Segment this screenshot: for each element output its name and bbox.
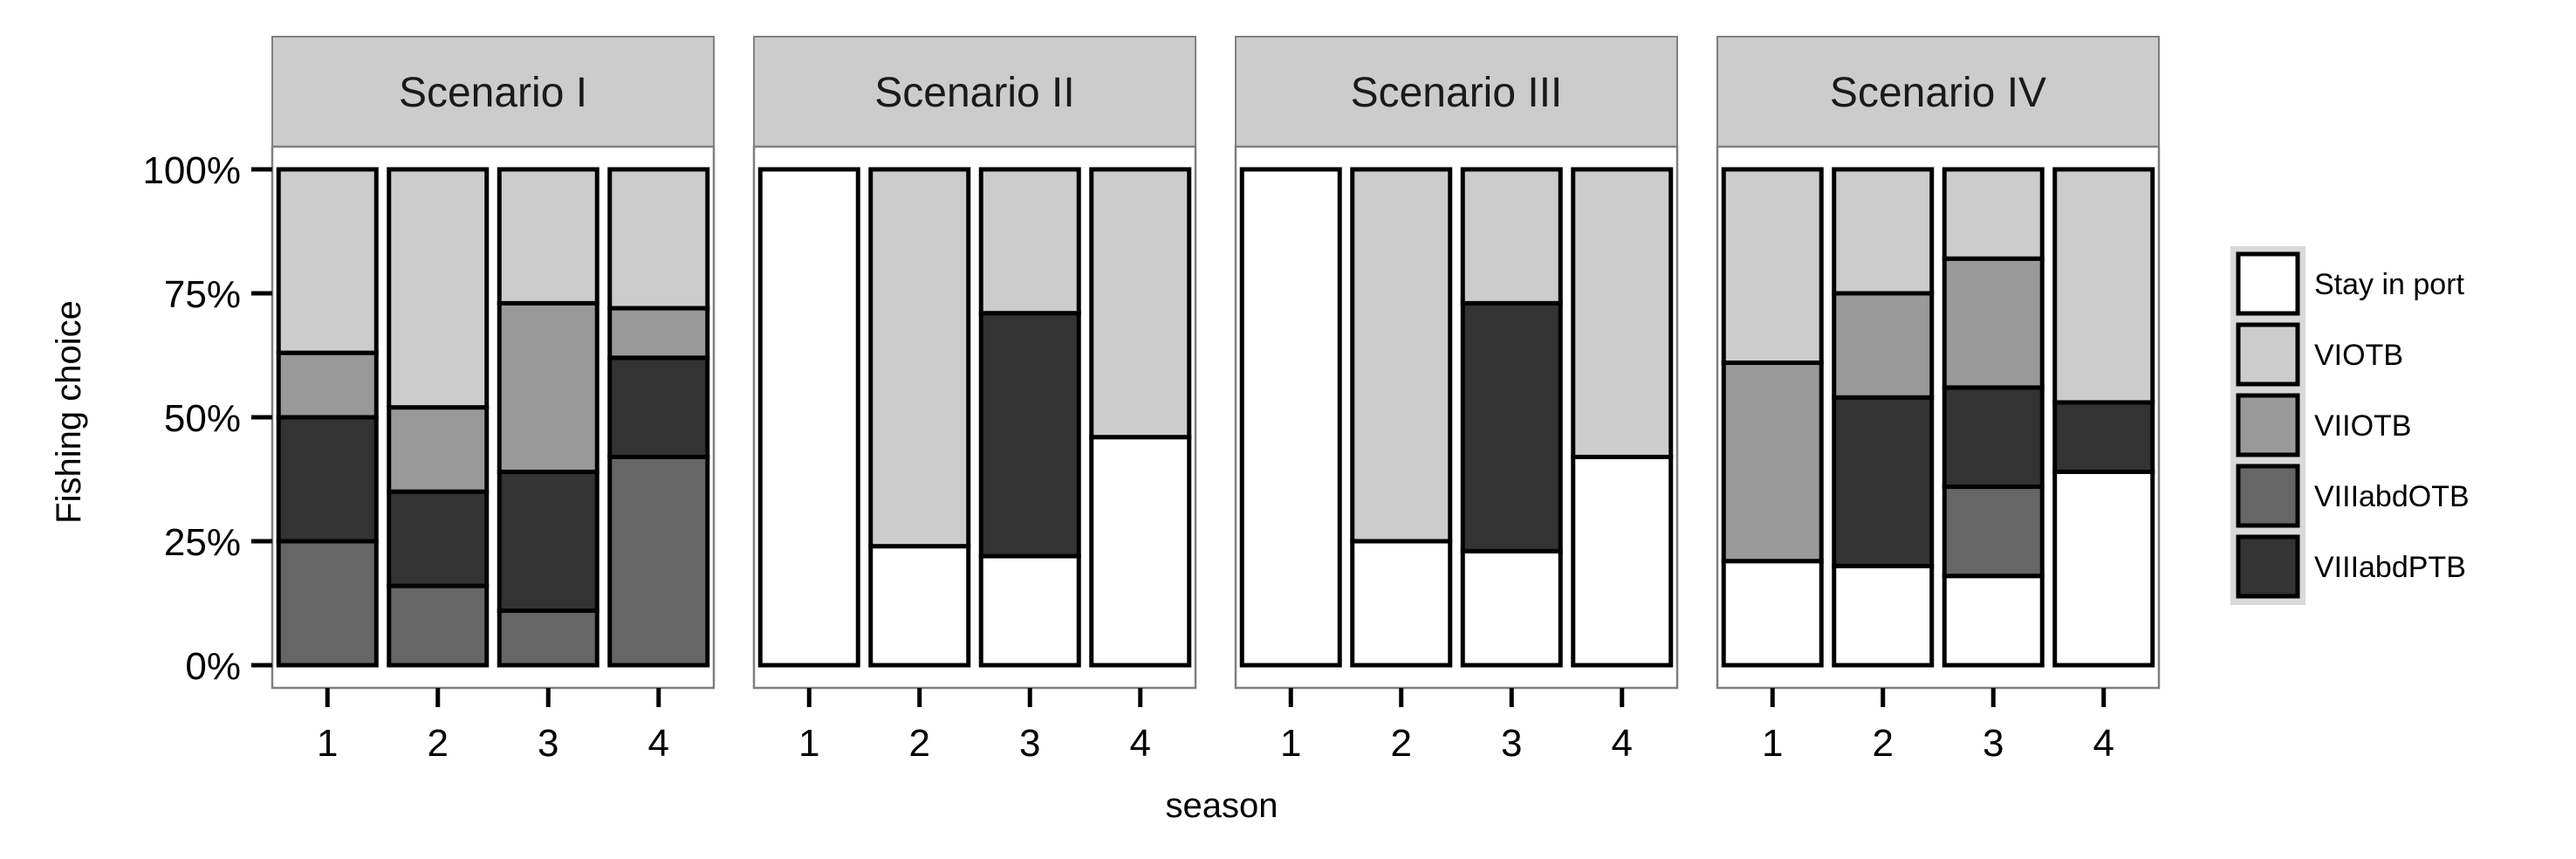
x-tick-label: 3: [1019, 722, 1040, 765]
bar-segment-viiotb: [1721, 361, 1824, 564]
legend-label: VIOTB: [2314, 339, 2403, 372]
bar-segment-stay-in-port: [1089, 435, 1192, 668]
bar-segment-viotb: [607, 167, 710, 311]
facet-strip: [271, 36, 715, 148]
x-tick-label: 4: [1130, 722, 1151, 765]
bar-segment-viiotb: [276, 350, 379, 420]
bar-segment-viotb: [387, 167, 490, 410]
facet-panels: Scenario I Scenario II Scenario III Scenari…: [271, 36, 2161, 690]
legend: Stay in port VIOTB VIIOTB VIIIabdOTB VIIIabd…: [2230, 246, 2470, 605]
legend-swatch-viiiabdptb: [2236, 534, 2300, 599]
bar-segment-viiiabdptb: [276, 415, 379, 544]
bar-segment-viiiabdotb: [1942, 484, 2045, 579]
bar-segment-viotb: [1942, 167, 2045, 261]
bar-segment-viiiabdotb: [276, 539, 379, 668]
bar-segment-viiotb: [1942, 256, 2045, 390]
x-tick-label: 4: [2093, 722, 2114, 765]
bar-segment-viotb: [1350, 167, 1453, 544]
bar-segment-viotb: [868, 167, 971, 549]
x-axis: 1 2 3 4 1 2 3 4 1 2 3 4 1 2 3 4: [317, 688, 2114, 765]
facet-title: Scenario III: [1351, 70, 1563, 116]
facet-title: Scenario I: [399, 70, 587, 116]
bar-segment-viotb: [2052, 167, 2155, 405]
legend-label: VIIIabdOTB: [2314, 480, 2470, 513]
bar-segment-viotb: [497, 167, 599, 306]
panel-scenario-iii: Scenario III: [1234, 36, 1679, 690]
bar-segment-viotb: [1571, 167, 1674, 459]
x-tick-label: 3: [538, 722, 558, 765]
x-tick-label: 3: [1501, 722, 1522, 765]
bar-segment-stay-in-port: [868, 544, 971, 668]
bar-segment-viiiabdptb: [497, 469, 599, 614]
bar-segment-stay-in-port: [757, 167, 860, 668]
legend-label: Stay in port: [2314, 268, 2465, 301]
bar-segment-viiiabdptb: [387, 489, 490, 588]
bar-segment-viiotb: [607, 306, 710, 361]
bar-segment-viotb: [1721, 167, 1824, 366]
bar-segment-stay-in-port: [2052, 469, 2155, 668]
bar-segment-viotb: [1460, 167, 1563, 306]
panel-scenario-iv: Scenario IV: [1716, 36, 2161, 690]
x-tick-label: 4: [648, 722, 669, 765]
x-tick-label: 1: [798, 722, 819, 765]
x-tick-label: 4: [1612, 722, 1633, 765]
facet-strip: [1716, 36, 2160, 148]
y-axis-title: Fishing choice: [50, 300, 88, 524]
bar-segment-viiiabdptb: [2052, 400, 2155, 474]
facet-title: Scenario II: [874, 70, 1074, 116]
legend-swatch-viiiabdotb: [2236, 464, 2300, 528]
y-tick-label: 50%: [164, 397, 241, 440]
x-tick-label: 1: [317, 722, 338, 765]
legend-label: VIIIabdPTB: [2314, 551, 2466, 584]
bar-segment-viiiabdptb: [1832, 395, 1935, 568]
bar-segment-stay-in-port: [1942, 574, 2045, 668]
legend-label: VIIOTB: [2314, 409, 2411, 443]
legend-swatch-viotb: [2236, 322, 2300, 387]
facet-strip: [1235, 36, 1678, 148]
legend-swatch-viiotb: [2236, 393, 2300, 457]
bar-segment-viiiabdotb: [387, 583, 490, 668]
bar-segment-viiiabdotb: [497, 608, 599, 668]
y-tick-label: 100%: [142, 149, 241, 192]
y-axis: 0% 25% 50% 75% 100%: [142, 149, 272, 688]
x-tick-label: 2: [1873, 722, 1894, 765]
x-tick-label: 2: [428, 722, 449, 765]
x-tick-label: 2: [909, 722, 930, 765]
bar-segment-viiiabdptb: [1942, 385, 2045, 490]
x-tick-label: 2: [1391, 722, 1412, 765]
x-tick-label: 1: [1762, 722, 1783, 765]
bar-segment-viiotb: [387, 405, 490, 494]
y-tick-label: 25%: [164, 521, 241, 564]
bar-segment-viiiabdptb: [978, 311, 1081, 559]
bar-segment-viiiabdotb: [607, 454, 710, 668]
x-tick-label: 3: [1983, 722, 2004, 765]
bar-segment-stay-in-port: [1350, 539, 1453, 668]
bar-segment-viiotb: [497, 300, 599, 474]
bar-segment-stay-in-port: [1721, 559, 1824, 668]
bar-segment-viiotb: [1832, 291, 1935, 400]
bar-segment-viiiabdptb: [1460, 300, 1563, 553]
bar-segment-viotb: [1832, 167, 1935, 296]
bar-segment-stay-in-port: [1239, 167, 1342, 668]
facet-title: Scenario IV: [1830, 70, 2046, 116]
bar-segment-stay-in-port: [1571, 454, 1674, 668]
panel-scenario-ii: Scenario II: [752, 36, 1197, 690]
legend-swatch-stay-in-port: [2236, 251, 2300, 316]
bar-segment-stay-in-port: [1460, 548, 1563, 668]
bar-segment-viotb: [978, 167, 1081, 316]
y-tick-label: 0%: [185, 645, 241, 688]
bar-segment-viotb: [1089, 167, 1192, 440]
bar-segment-stay-in-port: [1832, 563, 1935, 668]
bar-segment-stay-in-port: [978, 553, 1081, 668]
facet-strip: [753, 36, 1196, 148]
x-axis-title: season: [1166, 787, 1278, 825]
bar-segment-viiiabdptb: [607, 355, 710, 459]
bar-segment-viotb: [276, 167, 379, 355]
x-tick-label: 1: [1280, 722, 1301, 765]
y-tick-label: 75%: [164, 273, 241, 316]
panel-scenario-i: Scenario I: [271, 36, 716, 690]
